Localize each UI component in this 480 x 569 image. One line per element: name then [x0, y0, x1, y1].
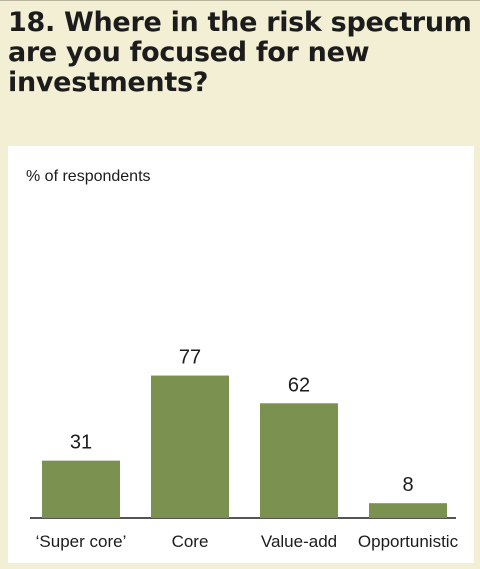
data-label-3: 8 [402, 474, 413, 496]
category-label-1: Core [172, 532, 209, 551]
data-label-0: 31 [70, 432, 92, 454]
y-axis-label: % of respondents [26, 168, 151, 185]
bar-0 [42, 460, 120, 518]
category-label-0: ‘Super core’ [36, 532, 127, 551]
bar-3 [369, 503, 447, 518]
title-line-3: investments? [8, 67, 209, 98]
category-label-2: Value-add [261, 532, 337, 551]
data-label-2: 62 [288, 374, 310, 396]
category-label-3: Opportunistic [358, 532, 459, 551]
bar-1 [151, 375, 229, 518]
data-label-1: 77 [179, 347, 201, 369]
chart-panel: % of respondents 31 ‘Super core’ 77 Core 62 V… [8, 146, 474, 563]
top-rule [0, 0, 480, 7]
title-line-2: are you focused for new [8, 37, 370, 68]
bar-2 [260, 403, 338, 518]
title-line-1: 18. Where in the risk spectrum [8, 7, 472, 38]
chart-title: 18. Where in the risk spectrum are you f… [8, 8, 474, 98]
bar-chart: 31 ‘Super core’ 77 Core 62 Value-add 8 Opportun… [30, 347, 459, 551]
